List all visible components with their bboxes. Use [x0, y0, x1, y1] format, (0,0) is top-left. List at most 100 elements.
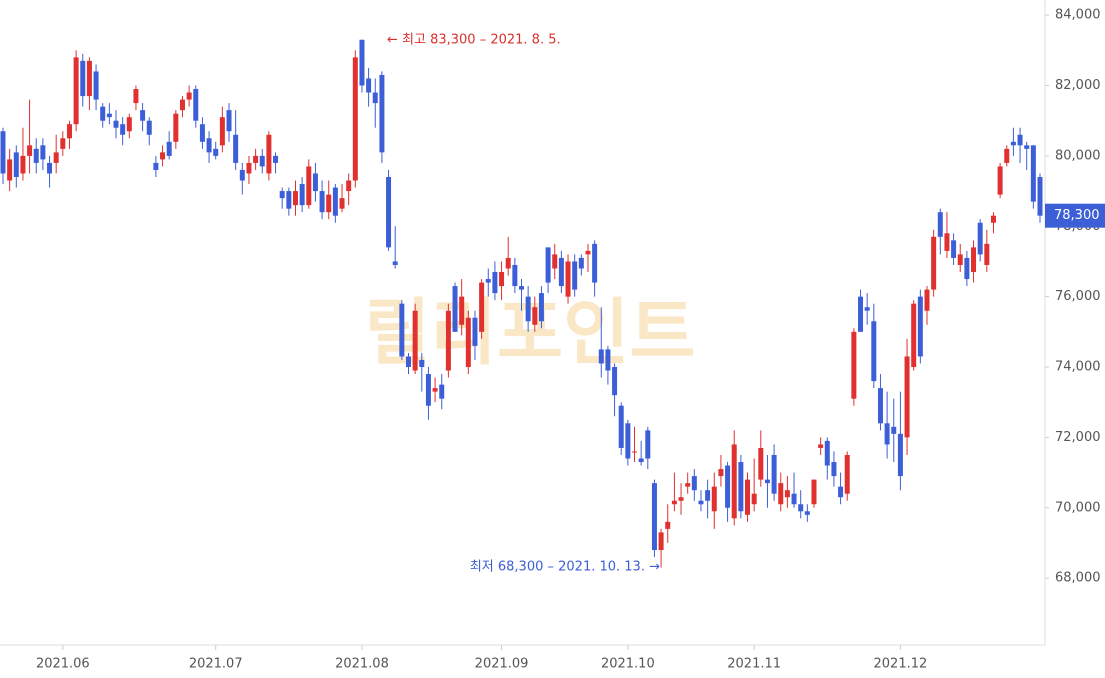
candle-body — [598, 349, 604, 364]
candle-body — [439, 384, 445, 399]
candle-body — [372, 92, 378, 104]
candle-body — [904, 356, 910, 438]
candle-body — [838, 486, 844, 498]
candle-body — [1017, 134, 1023, 146]
candle-body — [984, 243, 990, 265]
y-tick-label: 76,000 — [1055, 289, 1101, 304]
candle-body — [745, 479, 751, 515]
y-tick-label: 82,000 — [1055, 78, 1101, 93]
candle-body — [499, 272, 505, 287]
candle-body — [279, 191, 285, 199]
candle-body — [957, 254, 963, 265]
candle-body — [412, 310, 418, 371]
candle-body — [419, 359, 425, 368]
candle-body — [691, 476, 697, 491]
candle-body — [106, 113, 112, 118]
candle-body — [326, 194, 332, 213]
candle-body — [944, 233, 950, 251]
candle-body — [485, 279, 491, 283]
candle-body — [20, 155, 26, 174]
candle-body — [399, 303, 405, 357]
candle-body — [824, 440, 830, 466]
candle-body — [226, 110, 232, 132]
candle-body — [146, 120, 152, 135]
candle-body — [831, 462, 837, 477]
candle-body — [791, 493, 797, 505]
candle-body — [126, 117, 132, 132]
candle-body — [877, 388, 883, 424]
candle-body — [971, 247, 977, 273]
candle-body — [1030, 145, 1036, 202]
candle-body — [990, 215, 996, 223]
candle-body — [479, 282, 485, 332]
candle-body — [40, 145, 46, 160]
candle-body — [352, 57, 358, 181]
candle-body — [332, 187, 338, 216]
candle-body — [951, 240, 957, 258]
candle-body — [605, 349, 611, 371]
y-tick-label: 80,000 — [1055, 148, 1101, 163]
candle-body — [924, 289, 930, 311]
candle-body — [13, 152, 19, 177]
candle-body — [811, 479, 817, 505]
candle-body — [651, 483, 657, 550]
candle-body — [764, 479, 770, 484]
candle-body — [113, 120, 119, 128]
candle-body — [346, 180, 352, 192]
candle-body — [711, 486, 717, 512]
candle-body — [645, 430, 651, 459]
y-tick-label: 70,000 — [1055, 500, 1101, 515]
candle-body — [718, 469, 724, 477]
candle-body — [299, 184, 305, 206]
candle-body — [977, 222, 983, 255]
candle-body — [366, 78, 372, 93]
candle-body — [339, 198, 345, 209]
candle-body — [53, 152, 59, 163]
candle-body — [160, 152, 166, 160]
candle-body — [80, 60, 86, 97]
candle-body — [100, 106, 106, 121]
candle-body — [618, 405, 624, 448]
candle-body — [685, 483, 691, 487]
candle-body — [558, 257, 564, 287]
candle-body — [798, 504, 804, 512]
candle-body — [917, 296, 923, 357]
candle-body — [851, 331, 857, 399]
candle-body — [292, 191, 298, 206]
candle-body — [964, 257, 970, 280]
candle-body — [632, 451, 638, 453]
candle-body — [858, 296, 864, 332]
candle-body — [671, 500, 677, 505]
candle-body — [7, 159, 13, 181]
candle-body — [492, 272, 498, 294]
candle-body — [891, 426, 897, 434]
low-annotation: 최저 68,300 – 2021. 10. 13. → — [470, 560, 660, 575]
candle-body — [911, 303, 917, 368]
candle-body — [1024, 145, 1030, 149]
x-tick-label: 2021.12 — [874, 657, 928, 672]
candle-body — [319, 191, 325, 213]
candle-body — [425, 374, 431, 406]
candle-body — [665, 521, 671, 529]
candle-body — [359, 39, 365, 86]
candle-body — [519, 286, 524, 290]
candle-body — [784, 490, 790, 498]
candle-body — [844, 454, 850, 494]
candle-body — [140, 110, 146, 121]
candle-body — [572, 261, 578, 290]
high-annotation: ← 최고 83,300 – 2021. 8. 5. — [387, 33, 561, 48]
candle-body — [386, 176, 392, 248]
candle-body — [259, 155, 265, 167]
candle-body — [379, 74, 385, 153]
candle-body — [552, 254, 558, 269]
candle-body — [532, 307, 538, 325]
candle-body — [173, 113, 179, 142]
candle-body — [213, 148, 219, 156]
candle-body — [1010, 141, 1016, 146]
candle-body — [758, 447, 764, 480]
candle-body — [273, 155, 279, 163]
candle-body — [459, 296, 465, 325]
candle-body — [738, 462, 744, 512]
x-tick-label: 2021.10 — [601, 657, 655, 672]
